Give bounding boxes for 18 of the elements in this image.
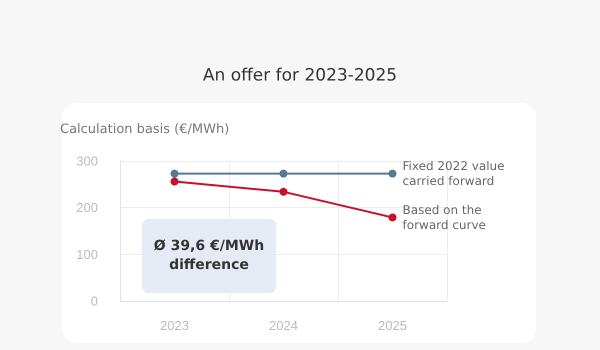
y-tick-label: 200: [76, 200, 98, 216]
x-tick-label: 2025: [378, 318, 407, 333]
x-tick-label: 2023: [160, 318, 189, 333]
point: [388, 213, 396, 222]
y-tick-label: 300: [76, 154, 98, 168]
point: [280, 188, 288, 196]
y-tick-label: 100: [76, 246, 98, 262]
point: [170, 170, 178, 178]
point: [280, 170, 288, 178]
x-tick-label: 2024: [269, 318, 298, 333]
annotation: Ø 39,6 €/MWh difference: [152, 237, 266, 275]
series-label: Fixed 2022 value carried forward: [402, 159, 508, 188]
point: [170, 178, 178, 186]
y-axis-title: Calculation basis (€/MWh): [60, 122, 230, 137]
series-label: Based on the forward curve: [402, 202, 486, 232]
y-tick-label: 0: [90, 294, 98, 308]
chart-title: An offer for 2023-2025: [202, 66, 398, 86]
point: [388, 170, 396, 178]
